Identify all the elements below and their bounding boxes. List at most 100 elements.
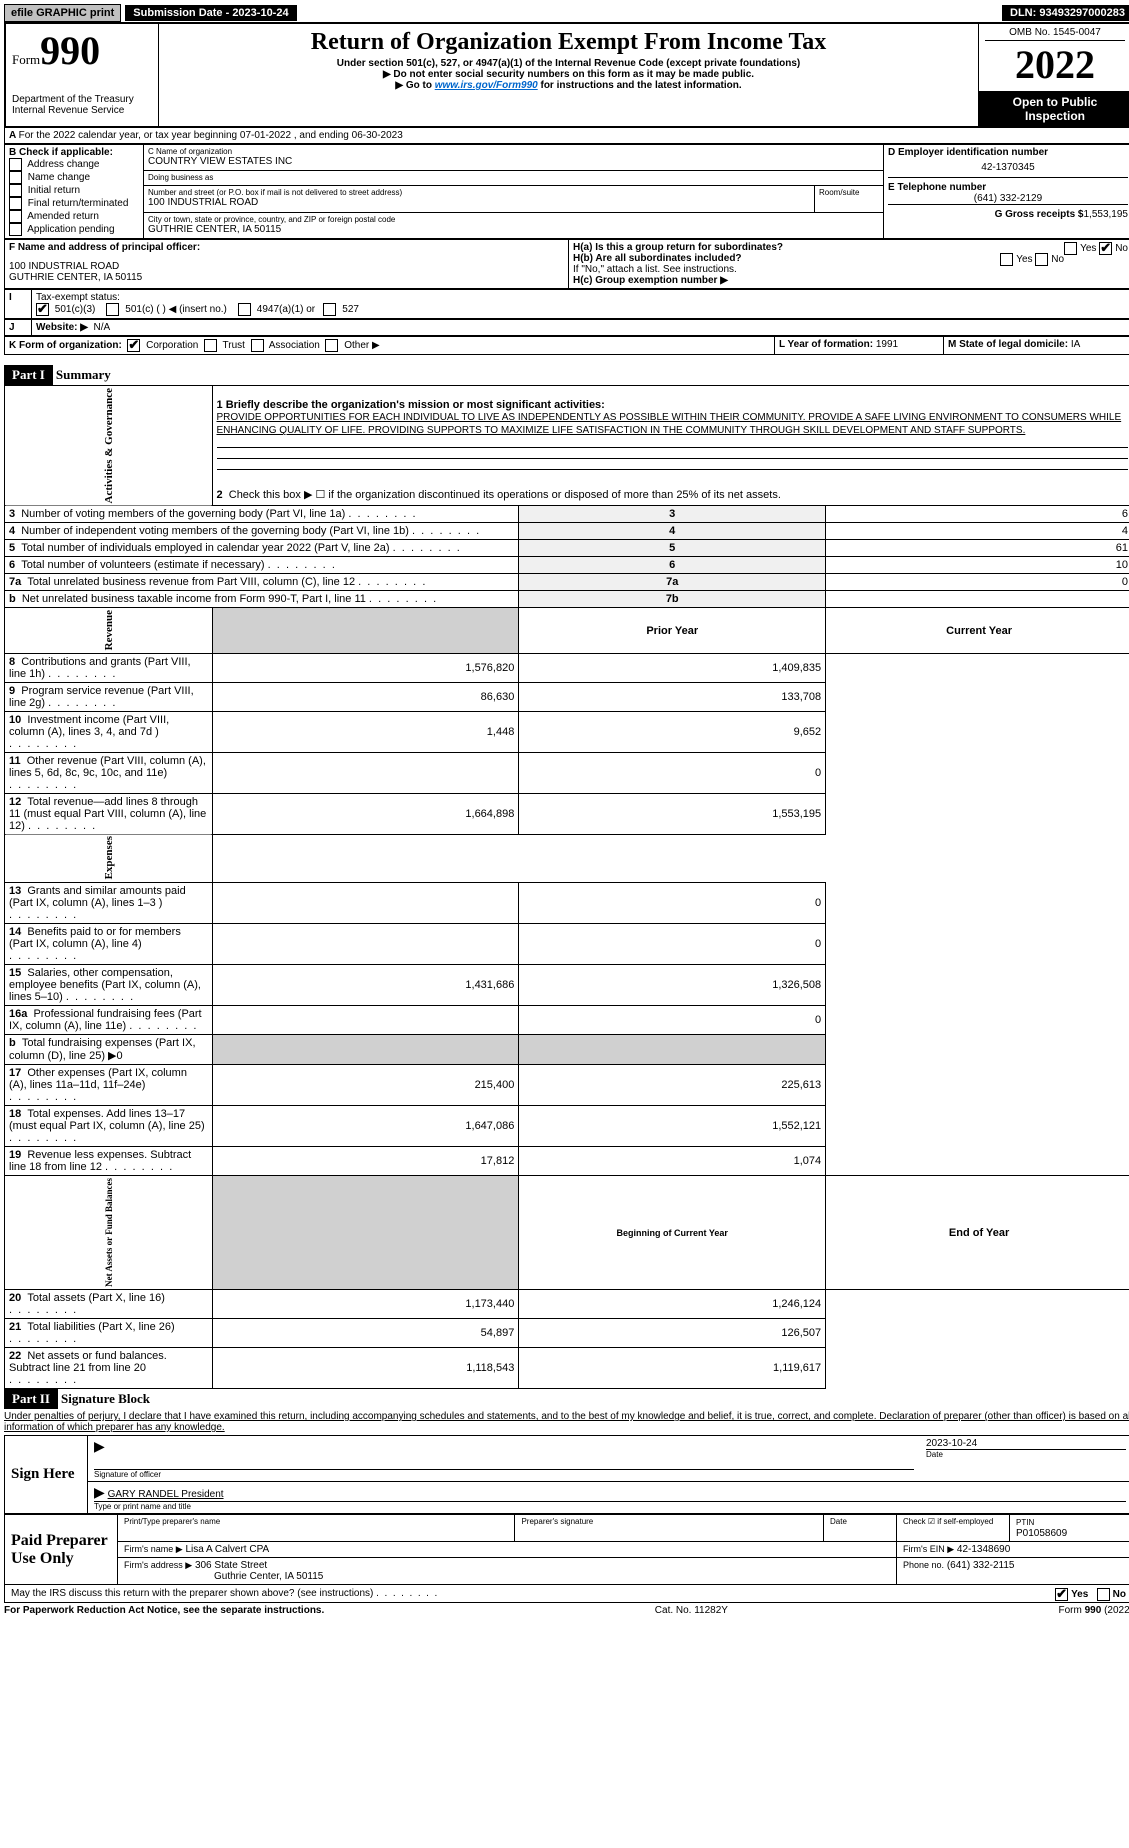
current-value: 1,074 bbox=[519, 1147, 826, 1176]
ein-value: 42-1370345 bbox=[888, 162, 1128, 173]
current-value: 0 bbox=[519, 1006, 826, 1035]
line2-text: Check this box ▶ ☐ if the organization d… bbox=[229, 489, 781, 501]
form-header: Form990 Department of the Treasury Inter… bbox=[4, 22, 1129, 128]
prior-value: 1,448 bbox=[212, 711, 519, 752]
501c-checkbox[interactable] bbox=[106, 303, 119, 316]
prior-value: 86,630 bbox=[212, 682, 519, 711]
open-public-badge: Open to Public Inspection bbox=[979, 92, 1129, 128]
sig-officer-label: Signature of officer bbox=[94, 1469, 914, 1479]
row-box: 7b bbox=[519, 591, 826, 608]
b-opt-checkbox[interactable] bbox=[9, 171, 22, 184]
ha-yes-checkbox[interactable] bbox=[1064, 242, 1077, 255]
room-label: Room/suite bbox=[819, 188, 879, 197]
row-value: 0 bbox=[826, 574, 1129, 591]
form-warn1: ▶ Do not enter social security numbers o… bbox=[165, 69, 972, 80]
gross-receipts: 1,553,195 bbox=[1084, 209, 1129, 220]
row-box: 6 bbox=[519, 557, 826, 574]
arrow-icon: ▶ bbox=[94, 1438, 105, 1454]
prior-value bbox=[212, 752, 519, 793]
gov-label: Activities & Governance bbox=[5, 386, 213, 506]
4947-checkbox[interactable] bbox=[238, 303, 251, 316]
prep-date-label: Date bbox=[824, 1515, 897, 1542]
527-checkbox[interactable] bbox=[323, 303, 336, 316]
prep-name-label: Print/Type preparer's name bbox=[118, 1515, 515, 1542]
date-label: Date bbox=[926, 1449, 1126, 1459]
current-value: 0 bbox=[519, 752, 826, 793]
k-opt-checkbox[interactable] bbox=[127, 339, 140, 352]
current-value: 0 bbox=[519, 924, 826, 965]
ha-no-checkbox[interactable] bbox=[1099, 242, 1112, 255]
current-value: 0 bbox=[519, 883, 826, 924]
k-opt-checkbox[interactable] bbox=[204, 339, 217, 352]
street-label: Number and street (or P.O. box if mail i… bbox=[148, 188, 810, 197]
f-label: F Name and address of principal officer: bbox=[9, 242, 564, 253]
row-box: 5 bbox=[519, 540, 826, 557]
officer-name: GARY RANDEL President bbox=[108, 1489, 224, 1500]
part2-badge: Part II bbox=[4, 1389, 58, 1409]
state-domicile: IA bbox=[1071, 339, 1080, 350]
b-opt-checkbox[interactable] bbox=[9, 223, 22, 236]
prep-sig-label: Preparer's signature bbox=[515, 1515, 824, 1542]
form-warn2: ▶ Go to www.irs.gov/Form990 for instruct… bbox=[165, 80, 972, 91]
officer-group-block: F Name and address of principal officer:… bbox=[4, 239, 1129, 289]
arrow-icon: ▶ bbox=[94, 1484, 105, 1500]
irs-yes-checkbox[interactable] bbox=[1055, 1588, 1068, 1601]
current-value: 9,652 bbox=[519, 711, 826, 752]
prior-value: 17,812 bbox=[212, 1147, 519, 1176]
footer-right: Form 990 (2022) bbox=[1059, 1605, 1129, 1616]
website-value: N/A bbox=[94, 322, 111, 333]
hc-line: H(c) Group exemption number ▶ bbox=[573, 275, 1128, 286]
footer: For Paperwork Reduction Act Notice, see … bbox=[4, 1603, 1129, 1616]
current-value: 1,552,121 bbox=[519, 1106, 826, 1147]
b-opt-checkbox[interactable] bbox=[9, 158, 22, 171]
prior-value: 215,400 bbox=[212, 1065, 519, 1106]
beg-year-header: Beginning of Current Year bbox=[519, 1176, 826, 1290]
501c3-checkbox[interactable] bbox=[36, 303, 49, 316]
part1-title: Summary bbox=[56, 367, 111, 382]
hb-no-checkbox[interactable] bbox=[1035, 253, 1048, 266]
k-opt-checkbox[interactable] bbox=[325, 339, 338, 352]
footer-left: For Paperwork Reduction Act Notice, see … bbox=[4, 1605, 324, 1616]
current-value: 133,708 bbox=[519, 682, 826, 711]
top-bar: efile GRAPHIC print Submission Date - 20… bbox=[4, 4, 1129, 22]
omb-number: OMB No. 1545-0047 bbox=[985, 27, 1125, 41]
ptin-value: P01058609 bbox=[1016, 1528, 1067, 1539]
k-opt-checkbox[interactable] bbox=[251, 339, 264, 352]
hb-line: H(b) Are all subordinates included? Yes … bbox=[573, 253, 1128, 264]
irs-link[interactable]: www.irs.gov/Form990 bbox=[435, 80, 538, 91]
current-year-header: Current Year bbox=[826, 608, 1129, 653]
end-value: 126,507 bbox=[519, 1319, 826, 1348]
phone-value: (641) 332-2129 bbox=[888, 193, 1128, 204]
dept-treasury: Department of the Treasury bbox=[12, 94, 152, 105]
hb-yes-checkbox[interactable] bbox=[1000, 253, 1013, 266]
dba-label: Doing business as bbox=[148, 173, 879, 182]
end-value: 1,246,124 bbox=[519, 1290, 826, 1319]
row-value: 10 bbox=[826, 557, 1129, 574]
penalty-text: Under penalties of perjury, I declare th… bbox=[4, 1409, 1129, 1435]
org-info-block: B Check if applicable: Address change Na… bbox=[4, 144, 1129, 239]
b-opt-checkbox[interactable] bbox=[9, 210, 22, 223]
prior-year-header: Prior Year bbox=[519, 608, 826, 653]
b-opt-checkbox[interactable] bbox=[9, 184, 22, 197]
row-value: 61 bbox=[826, 540, 1129, 557]
row-value bbox=[826, 591, 1129, 608]
beg-value: 54,897 bbox=[212, 1319, 519, 1348]
beg-value: 1,118,543 bbox=[212, 1348, 519, 1389]
e-label: E Telephone number bbox=[888, 182, 986, 193]
current-value: 1,326,508 bbox=[519, 965, 826, 1006]
row-value: 6 bbox=[826, 506, 1129, 523]
row-box: 3 bbox=[519, 506, 826, 523]
firm-phone: (641) 332-2115 bbox=[947, 1560, 1015, 1571]
form-title: Return of Organization Exempt From Incom… bbox=[165, 29, 972, 56]
efile-label[interactable]: efile GRAPHIC print bbox=[4, 4, 121, 22]
b-opt-checkbox[interactable] bbox=[9, 197, 22, 210]
g-label: G Gross receipts $ bbox=[995, 209, 1084, 220]
irs-no-checkbox[interactable] bbox=[1097, 1588, 1110, 1601]
officer-addr2: GUTHRIE CENTER, IA 50115 bbox=[9, 272, 564, 283]
ha-line: H(a) Is this a group return for subordin… bbox=[573, 242, 1128, 253]
tax-year: 2022 bbox=[985, 41, 1125, 88]
rev-label: Revenue bbox=[5, 608, 213, 653]
ptin-label: PTIN bbox=[1016, 1518, 1034, 1527]
part1-badge: Part I bbox=[4, 365, 53, 385]
sign-here-label: Sign Here bbox=[5, 1436, 88, 1514]
